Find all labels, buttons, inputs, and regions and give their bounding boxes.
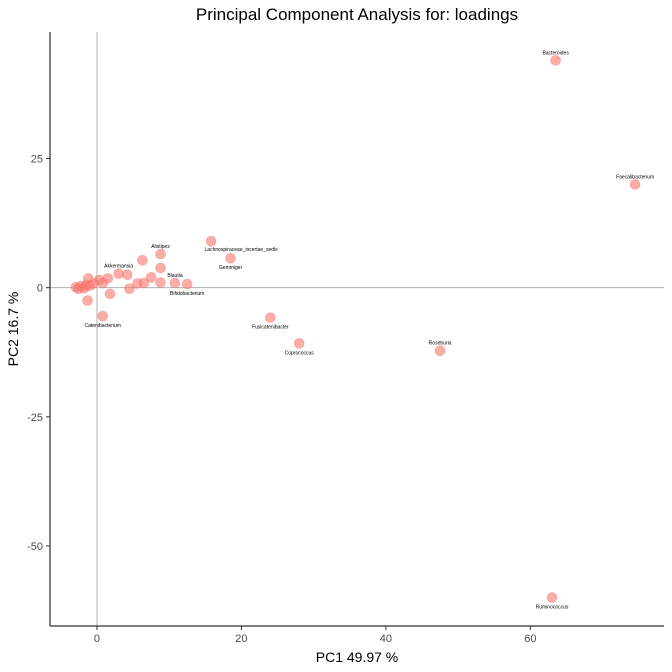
data-point — [121, 269, 133, 281]
data-point — [293, 338, 305, 349]
data-point — [629, 179, 641, 190]
point-label: Lachnospiraceae_incertae_sedis — [205, 247, 279, 253]
x-tick-label: 60 — [524, 633, 536, 645]
plot-panel: 0 20 40 60 -50 -25 0 25 Bacteroides Faecalibacter… — [27, 32, 664, 645]
point-label: Faecalibacterium — [616, 174, 654, 180]
point-label: Akkermansia — [104, 264, 133, 270]
data-point — [205, 235, 217, 247]
data-point — [169, 277, 181, 289]
data-point — [145, 272, 157, 283]
data-point — [137, 255, 148, 266]
data-point — [265, 312, 276, 323]
x-tick-label: 40 — [380, 633, 392, 645]
point-label: Blautia — [167, 273, 183, 279]
point-label: Bifidobacterium — [170, 291, 204, 297]
x-axis-title: PC1 49.97 % — [316, 649, 399, 665]
data-point — [155, 277, 166, 288]
data-point — [132, 278, 143, 289]
y-tick-label: -25 — [27, 412, 43, 424]
point-label: Gemmiger — [219, 265, 243, 271]
data-point — [84, 280, 96, 291]
data-point — [104, 288, 116, 300]
point-label: Roseburia — [429, 341, 452, 347]
y-tick-label: 0 — [37, 283, 43, 295]
point-label: Fusicatenibacter — [252, 325, 289, 331]
point-label: Bacteroides — [542, 50, 569, 56]
data-point — [225, 252, 236, 264]
y-tick-label: 25 — [31, 154, 43, 166]
point-label: Alistipes — [151, 244, 170, 250]
data-point — [546, 592, 558, 603]
data-point — [434, 345, 446, 356]
data-point — [181, 278, 193, 290]
data-point — [155, 248, 166, 260]
x-tick-label: 0 — [94, 633, 100, 645]
data-point — [155, 262, 166, 274]
y-tick-label: -50 — [27, 541, 43, 553]
y-axis-title: PC2 16.7 % — [5, 292, 21, 367]
data-point — [124, 283, 135, 295]
data-point — [82, 295, 93, 306]
chart-title: Principal Component Analysis for: loadin… — [196, 5, 518, 24]
point-label: Ruminococcus — [536, 605, 569, 611]
data-point — [97, 310, 109, 322]
point-label: Coprococcus — [285, 350, 315, 356]
data-point — [70, 281, 82, 293]
data-point — [550, 55, 561, 66]
x-tick-label: 20 — [235, 633, 247, 645]
point-label: Catenibacterium — [85, 323, 121, 329]
